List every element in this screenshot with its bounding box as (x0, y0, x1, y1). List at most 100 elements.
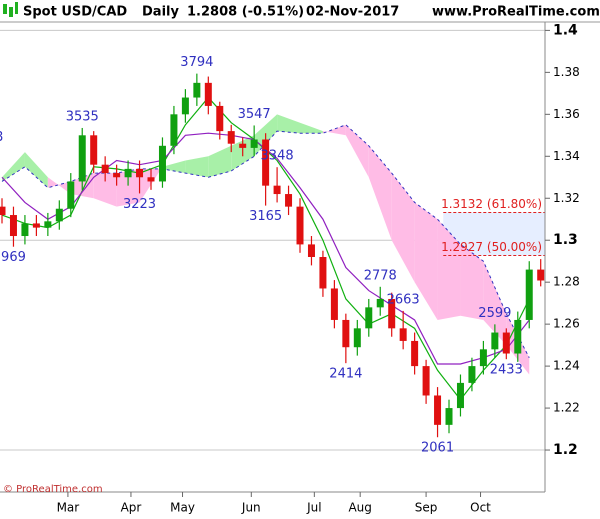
candle-body (9, 215, 17, 237)
candle-body (55, 208, 63, 222)
candle-body (101, 164, 109, 174)
level-label: 1.3132 (61.80%) (441, 197, 542, 211)
candle-body (250, 139, 258, 148)
annotation: 969 (1, 250, 26, 265)
date: 02-Nov-2017 (306, 5, 399, 20)
candle-body (273, 185, 281, 195)
candle-body (113, 173, 121, 178)
y-tick-label: 1.4 (553, 22, 578, 38)
cloud-segment (185, 156, 209, 178)
annotation: 3794 (180, 55, 213, 70)
candle-body (296, 206, 304, 245)
candle-body (342, 319, 350, 348)
cloud-segment (2, 152, 25, 182)
annotation: 3348 (261, 149, 294, 164)
candle-body (330, 288, 338, 320)
x-tick-label: Oct (470, 501, 491, 515)
y-tick-label: 1.3 (553, 232, 578, 248)
candle-body (136, 168, 144, 178)
cloud-segment (460, 244, 484, 320)
candle-body (181, 97, 189, 115)
y-tick-label: 1.36 (553, 107, 580, 121)
cloud-segment (368, 145, 392, 241)
cloud-segment (47, 177, 71, 195)
y-tick-label: 1.22 (553, 401, 580, 415)
x-tick-label: Apr (121, 501, 142, 515)
candle-body (307, 244, 315, 257)
annotation: 2778 (364, 268, 397, 283)
annotation: 3223 (123, 197, 156, 212)
candle-body (468, 366, 476, 383)
candle-body (399, 328, 407, 341)
candle-body (502, 332, 510, 354)
candle-body (514, 319, 522, 354)
candle-body (239, 143, 247, 148)
copyright: © ProRealTime.com (3, 484, 103, 495)
candle-body (204, 82, 212, 106)
candle-body (411, 340, 419, 367)
logo (3, 2, 18, 17)
x-tick-label: Mar (57, 501, 80, 515)
cloud-segment (93, 173, 117, 207)
x-tick-label: Jul (306, 501, 321, 515)
cloud-segment (24, 152, 48, 188)
candle-body (147, 177, 155, 182)
y-tick-label: 1.32 (553, 191, 580, 205)
level-label: 1.2927 (50.00%) (441, 240, 542, 254)
candle-body (193, 82, 201, 98)
candle-body (285, 194, 293, 207)
candle-body (376, 298, 384, 308)
candle-body (479, 349, 487, 367)
candle-body (227, 131, 235, 144)
y-tick-label: 1.26 (553, 317, 580, 331)
cloud-segment (322, 124, 346, 136)
cloud-segment (414, 202, 438, 320)
candle-body (170, 114, 178, 146)
annotation: 2663 (387, 292, 420, 307)
candle-body (90, 135, 98, 165)
candle-body (216, 105, 224, 132)
candle-body (434, 395, 442, 425)
cloud-segment (345, 124, 369, 178)
candle-body (365, 307, 373, 329)
cloud-segment (300, 122, 323, 134)
title: Spot USD/CAD (23, 5, 127, 20)
candle-body (78, 135, 86, 182)
x-tick-label: Sep (415, 501, 438, 515)
candle-body (537, 269, 545, 281)
candle-body (388, 298, 396, 329)
annotation: 3535 (66, 109, 99, 124)
x-tick-label: May (170, 501, 195, 515)
plot-area: 1.3132 (61.80%) 1.2927 (50.00%) 8 969 3535 32… (0, 29, 545, 456)
cloud-segment (116, 168, 140, 207)
annotation: 2599 (478, 306, 511, 321)
candle-body (456, 382, 464, 409)
candle-body (491, 332, 499, 350)
cloud-segment (391, 173, 415, 283)
annotation: 2433 (490, 363, 523, 378)
source: www.ProRealTime.com (432, 5, 600, 20)
annotation: 2061 (421, 441, 454, 456)
candle-body (44, 221, 52, 228)
y-tick-label: 1.24 (553, 359, 580, 373)
annotation: 3547 (238, 107, 271, 122)
y-tick-label: 1.38 (553, 65, 580, 79)
annotation: 3165 (249, 209, 282, 224)
candle-body (21, 223, 29, 237)
interval: Daily (142, 5, 179, 20)
candle-body (67, 181, 75, 209)
annotation: 8 (0, 130, 3, 145)
candle-body (422, 366, 430, 396)
y-tick-label: 1.34 (553, 149, 580, 163)
candle-body (32, 223, 40, 228)
cloud-segment (437, 219, 461, 320)
cloud-segment (208, 145, 232, 178)
candle-body (262, 139, 270, 186)
candle-body (525, 269, 533, 320)
candle-body (353, 328, 361, 348)
candle-body (124, 168, 132, 178)
cloud-segment (483, 261, 507, 346)
annotation: 2414 (329, 367, 362, 382)
y-tick-label: 1.2 (553, 442, 578, 458)
